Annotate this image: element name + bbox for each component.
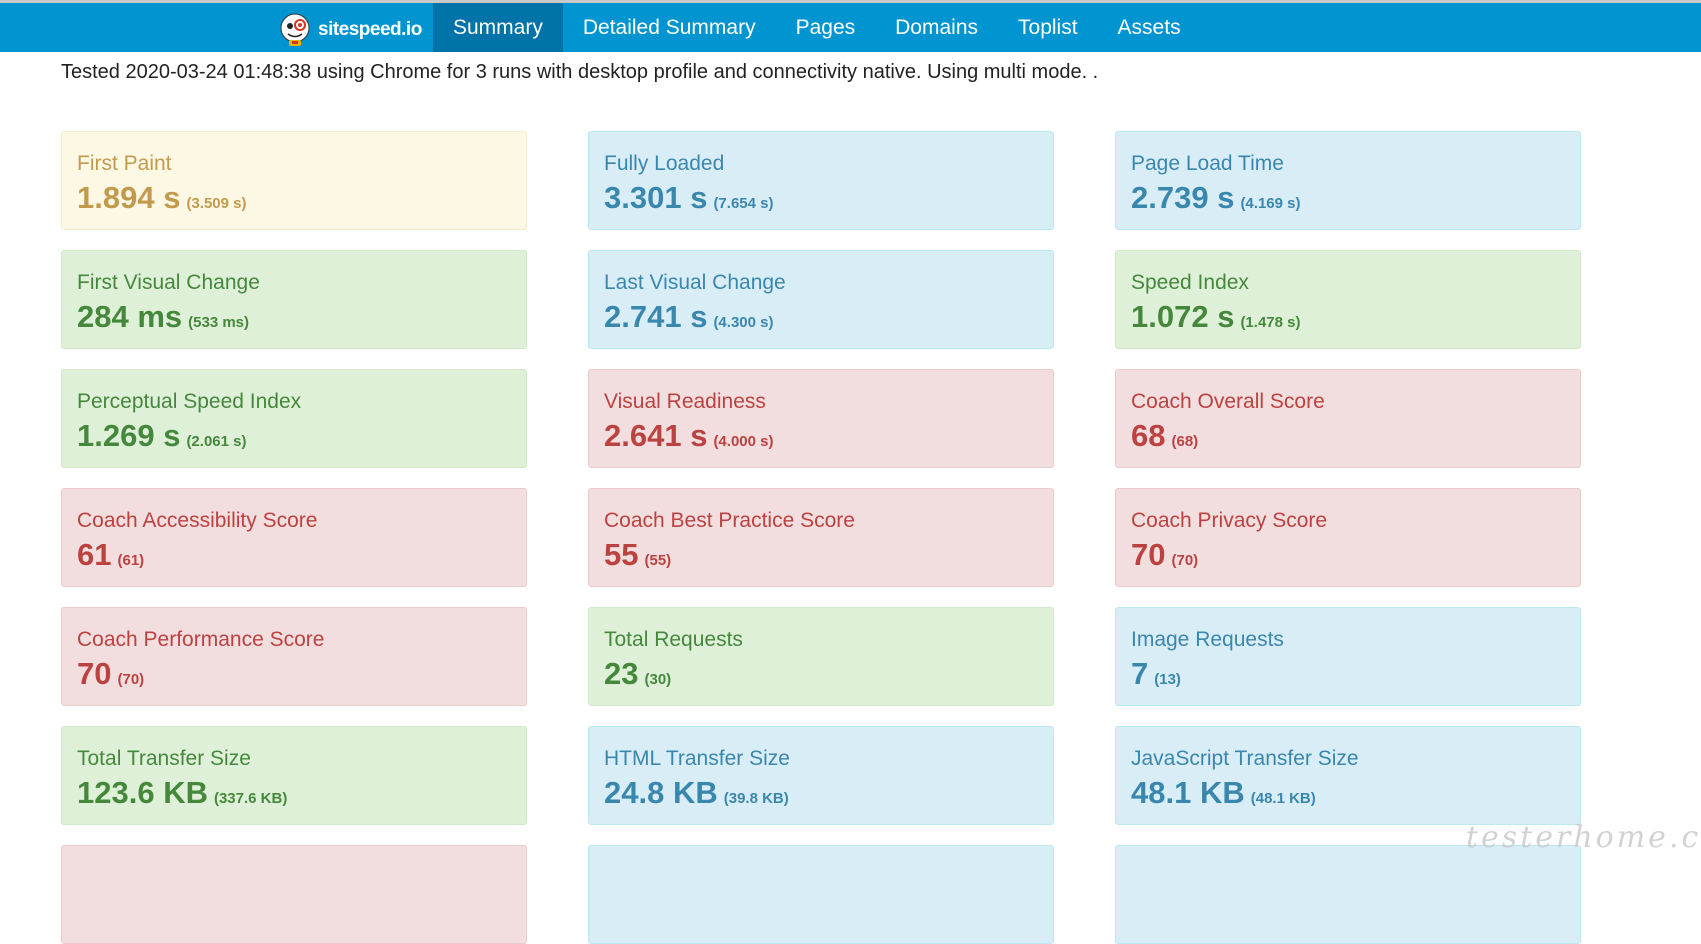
metric-value: 284 ms [77,299,183,334]
metric-card[interactable]: Perceptual Speed Index 1.269 s (2.061 s) [61,369,527,468]
metric-card[interactable]: Coach Best Practice Score 55 (55) [588,488,1054,587]
metric-title: Perceptual Speed Index [77,390,302,413]
metric-title: Fully Loaded [604,152,725,175]
metric-secondary-value: (7.654 s) [713,195,774,212]
metric-card[interactable]: Visual Readiness 2.641 s (4.000 s) [588,369,1054,468]
metric-value: 7 [1131,656,1149,691]
metric-secondary-value: (4.000 s) [713,433,774,450]
metric-card[interactable]: Coach Performance Score 70 (70) [61,607,527,706]
metric-card-partial[interactable] [588,845,1054,944]
tab-toplist[interactable]: Toplist [1018,15,1078,39]
metric-title: Coach Accessibility Score [77,509,318,532]
metric-secondary-value: (61) [117,552,145,569]
metric-value: 48.1 KB [1131,775,1245,810]
metric-card[interactable]: HTML Transfer Size 24.8 KB (39.8 KB) [588,726,1054,825]
metric-title: Speed Index [1131,271,1249,294]
metric-card[interactable]: Total Requests 23 (30) [588,607,1054,706]
metric-value: 23 [604,656,639,691]
test-run-info: Tested 2020-03-24 01:48:38 using Chrome … [61,61,1099,83]
metric-value: 70 [1131,537,1166,572]
metric-title: First Paint [77,152,172,175]
metric-secondary-value: (337.6 KB) [213,790,288,807]
tab-pages[interactable]: Pages [795,15,856,39]
metric-card[interactable]: Last Visual Change 2.741 s (4.300 s) [588,250,1054,349]
tab-domains[interactable]: Domains [895,15,979,39]
metric-card[interactable]: Speed Index 1.072 s (1.478 s) [1115,250,1581,349]
metric-card[interactable]: First Paint 1.894 s (3.509 s) [61,131,527,230]
metric-title: Coach Performance Score [77,628,325,651]
metric-title: Total Transfer Size [77,747,251,770]
metric-card[interactable]: Total Transfer Size 123.6 KB (337.6 KB) [61,726,527,825]
metric-value: 70 [77,656,112,691]
metric-secondary-value: (13) [1154,671,1181,688]
brand-name: sitespeed.io [318,19,422,40]
metric-secondary-value: (3.509 s) [186,195,247,212]
top-nav-bar: sitespeed.io Summary Detailed Summary Pa… [0,0,1701,52]
metric-card[interactable]: Page Load Time 2.739 s (4.169 s) [1115,131,1581,230]
metric-title: Coach Privacy Score [1131,509,1328,532]
metrics-grid: First Paint 1.894 s (3.509 s) Fully Loade… [61,131,1581,944]
metric-title: First Visual Change [77,271,260,294]
metric-value: 123.6 KB [77,775,208,810]
metric-value: 1.072 s [1131,299,1235,334]
metric-value: 2.739 s [1131,180,1235,215]
metric-card[interactable]: Coach Overall Score 68 (68) [1115,369,1581,468]
metric-secondary-value: (55) [644,552,672,569]
metric-secondary-value: (4.169 s) [1240,195,1301,212]
metric-secondary-value: (39.8 KB) [723,790,789,807]
metric-secondary-value: (70) [1171,552,1199,569]
metric-value: 24.8 KB [604,775,718,810]
tab-detailed-summary[interactable]: Detailed Summary [582,15,756,39]
metric-value: 68 [1131,418,1166,453]
metric-title: Image Requests [1131,628,1284,651]
metric-title: Visual Readiness [604,390,766,413]
metric-card[interactable]: Coach Privacy Score 70 (70) [1115,488,1581,587]
metric-card[interactable]: First Visual Change 284 ms (533 ms) [61,250,527,349]
metric-title: Coach Overall Score [1131,390,1325,413]
metric-card[interactable]: Image Requests 7 (13) [1115,607,1581,706]
metric-title: Page Load Time [1131,152,1284,175]
metric-card[interactable]: Fully Loaded 3.301 s (7.654 s) [588,131,1054,230]
metric-card[interactable]: JavaScript Transfer Size 48.1 KB (48.1 KB… [1115,726,1581,825]
metric-secondary-value: (533 ms) [188,314,250,331]
sitespeed-logo-icon [280,13,310,46]
metric-secondary-value: (68) [1171,433,1199,450]
metric-title: Coach Best Practice Score [604,509,855,532]
metric-secondary-value: (48.1 KB) [1250,790,1316,807]
metric-value: 1.269 s [77,418,181,453]
metric-value: 2.641 s [604,418,708,453]
metric-secondary-value: (30) [644,671,672,688]
metric-title: Last Visual Change [604,271,786,294]
metric-value: 2.741 s [604,299,708,334]
metric-card[interactable]: Coach Accessibility Score 61 (61) [61,488,527,587]
metric-secondary-value: (70) [117,671,145,688]
metric-title: HTML Transfer Size [604,747,790,770]
metric-secondary-value: (2.061 s) [186,433,247,450]
brand-link[interactable]: sitespeed.io [278,8,422,52]
metric-title: Total Requests [604,628,743,651]
metric-secondary-value: (1.478 s) [1240,314,1301,331]
metric-value: 55 [604,537,639,572]
metric-title: JavaScript Transfer Size [1131,747,1359,770]
tab-summary[interactable]: Summary [433,3,563,52]
metric-value: 3.301 s [604,180,708,215]
metric-value: 61 [77,537,112,572]
metric-secondary-value: (4.300 s) [713,314,774,331]
tab-assets[interactable]: Assets [1117,15,1181,39]
main-nav: Summary Detailed Summary Pages Domains T… [433,3,1201,55]
metric-value: 1.894 s [77,180,181,215]
metric-card-partial[interactable] [61,845,527,944]
watermark-text: testerhome.com [1466,820,1701,855]
metric-card-partial[interactable] [1115,845,1581,944]
